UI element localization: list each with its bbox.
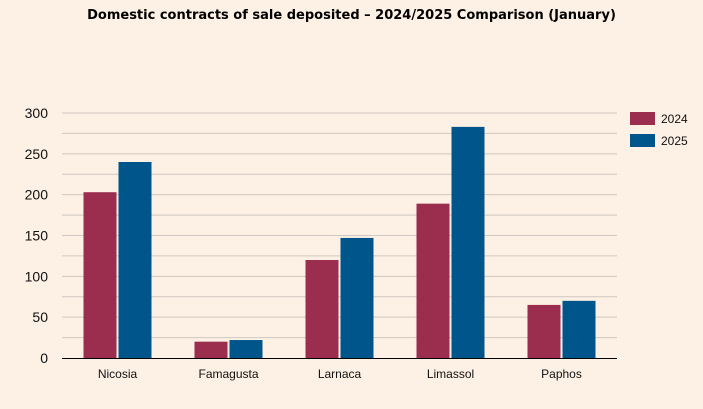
- y-tick-label: 100: [25, 268, 49, 284]
- bar-2024-famagusta: [194, 341, 228, 358]
- y-tick-label: 50: [32, 309, 48, 325]
- bar-2024-paphos: [527, 304, 561, 358]
- bar-2025-paphos: [562, 300, 596, 358]
- bar-2025-larnaca: [340, 237, 374, 358]
- bar-2025-nicosia: [118, 162, 152, 358]
- y-tick-label: 250: [25, 146, 49, 162]
- x-tick-label: Paphos: [541, 367, 582, 381]
- bar-2024-nicosia: [83, 192, 117, 358]
- x-tick-label: Nicosia: [98, 367, 138, 381]
- bar-2024-larnaca: [305, 260, 339, 358]
- x-tick-label: Larnaca: [318, 367, 362, 381]
- bar-2025-famagusta: [229, 340, 263, 358]
- y-tick-label: 150: [25, 228, 49, 244]
- chart-title: Domestic contracts of sale deposited – 2…: [87, 8, 616, 23]
- y-tick-label: 0: [40, 350, 48, 366]
- legend-swatch-2025: [630, 134, 655, 147]
- bar-2025-limassol: [451, 126, 485, 358]
- legend-label-2024: 2024: [661, 112, 688, 126]
- bar-2024-limassol: [416, 203, 450, 358]
- x-tick-label: Limassol: [427, 367, 474, 381]
- legend-swatch-2024: [630, 112, 655, 125]
- y-tick-label: 200: [25, 187, 49, 203]
- y-tick-label: 300: [25, 105, 49, 121]
- x-tick-label: Famagusta: [198, 367, 258, 381]
- legend-label-2025: 2025: [661, 134, 688, 148]
